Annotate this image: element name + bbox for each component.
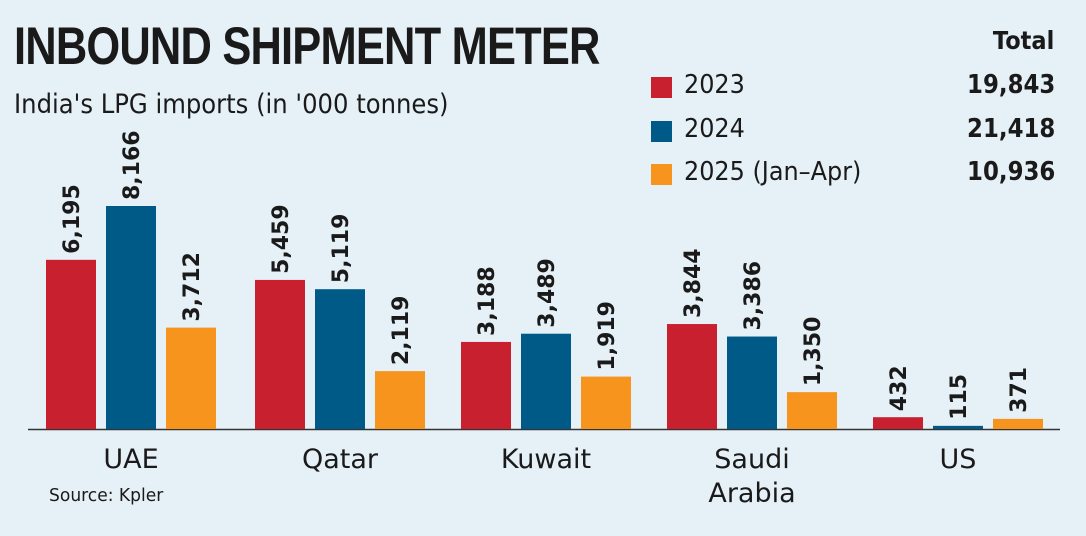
value-label-uae-2024: 8,166 xyxy=(120,130,145,200)
value-label-saudi-arabia-2023: 3,844 xyxy=(681,248,706,318)
bar-saudi-arabia-2023 xyxy=(667,324,717,429)
bar-us-2025-jan-apr xyxy=(993,418,1043,429)
category-label-us: US xyxy=(940,444,977,475)
chart-title: INBOUND SHIPMENT METER xyxy=(14,17,600,76)
value-label-us-2025-jan-apr: 371 xyxy=(1007,367,1032,413)
bar-qatar-2024 xyxy=(315,289,365,429)
legend-item-2025: 2025 (Jan–Apr) 10,936 xyxy=(651,157,1055,193)
value-label-kuwait-2025-jan-apr: 1,919 xyxy=(595,301,620,371)
value-label-qatar-2023: 5,459 xyxy=(269,204,294,274)
category-label-qatar: Qatar xyxy=(302,444,379,475)
bar-kuwait-2023 xyxy=(461,341,511,429)
category-label-kuwait: Kuwait xyxy=(501,444,591,475)
value-label-kuwait-2023: 3,188 xyxy=(475,266,500,336)
value-label-uae-2023: 6,195 xyxy=(60,184,85,254)
legend-label: 2023 xyxy=(684,70,745,100)
bar-qatar-2025-jan-apr xyxy=(375,371,425,429)
category-label-saudi-arabia-line-2: Arabia xyxy=(708,478,795,509)
category-label-saudi-arabia-line-1: Saudi xyxy=(714,444,789,475)
value-label-us-2024: 115 xyxy=(947,374,972,420)
value-label-us-2023: 432 xyxy=(887,365,912,411)
bar-kuwait-2025-jan-apr xyxy=(581,376,631,429)
value-label-uae-2025-jan-apr: 3,712 xyxy=(180,252,205,322)
value-label-qatar-2024: 5,119 xyxy=(329,214,354,284)
legend-item-2024: 2024 21,418 xyxy=(651,114,1055,150)
bar-uae-2024 xyxy=(106,206,156,429)
bar-saudi-arabia-2024 xyxy=(727,336,777,429)
legend-total: 10,936 xyxy=(966,157,1055,187)
legend-label: 2024 xyxy=(684,114,745,144)
value-label-kuwait-2024: 3,489 xyxy=(535,258,560,328)
bar-qatar-2023 xyxy=(255,279,305,429)
source-note: Source: Kpler xyxy=(49,485,164,506)
bar-saudi-arabia-2025-jan-apr xyxy=(787,392,837,429)
bar-us-2024 xyxy=(933,425,983,429)
value-label-qatar-2025-jan-apr: 2,119 xyxy=(389,296,414,366)
legend-item-2023: 2023 19,843 xyxy=(651,70,1055,106)
legend-swatch-2025 xyxy=(651,164,672,185)
legend-total: 19,843 xyxy=(966,70,1055,100)
value-label-saudi-arabia-2024: 3,386 xyxy=(741,261,766,331)
chart-subtitle: India's LPG imports (in '000 tonnes) xyxy=(14,89,449,120)
legend-swatch-2023 xyxy=(651,77,672,98)
bar-uae-2023 xyxy=(46,259,96,429)
bar-kuwait-2024 xyxy=(521,333,571,429)
category-label-uae: UAE xyxy=(103,444,158,475)
bar-us-2023 xyxy=(873,417,923,429)
bar-uae-2025-jan-apr xyxy=(166,327,216,429)
legend-total: 21,418 xyxy=(966,114,1055,144)
value-label-saudi-arabia-2025-jan-apr: 1,350 xyxy=(801,317,826,387)
legend-total-heading: Total xyxy=(992,26,1054,55)
legend-swatch-2024 xyxy=(651,121,672,142)
legend-label: 2025 (Jan–Apr) xyxy=(684,157,862,187)
